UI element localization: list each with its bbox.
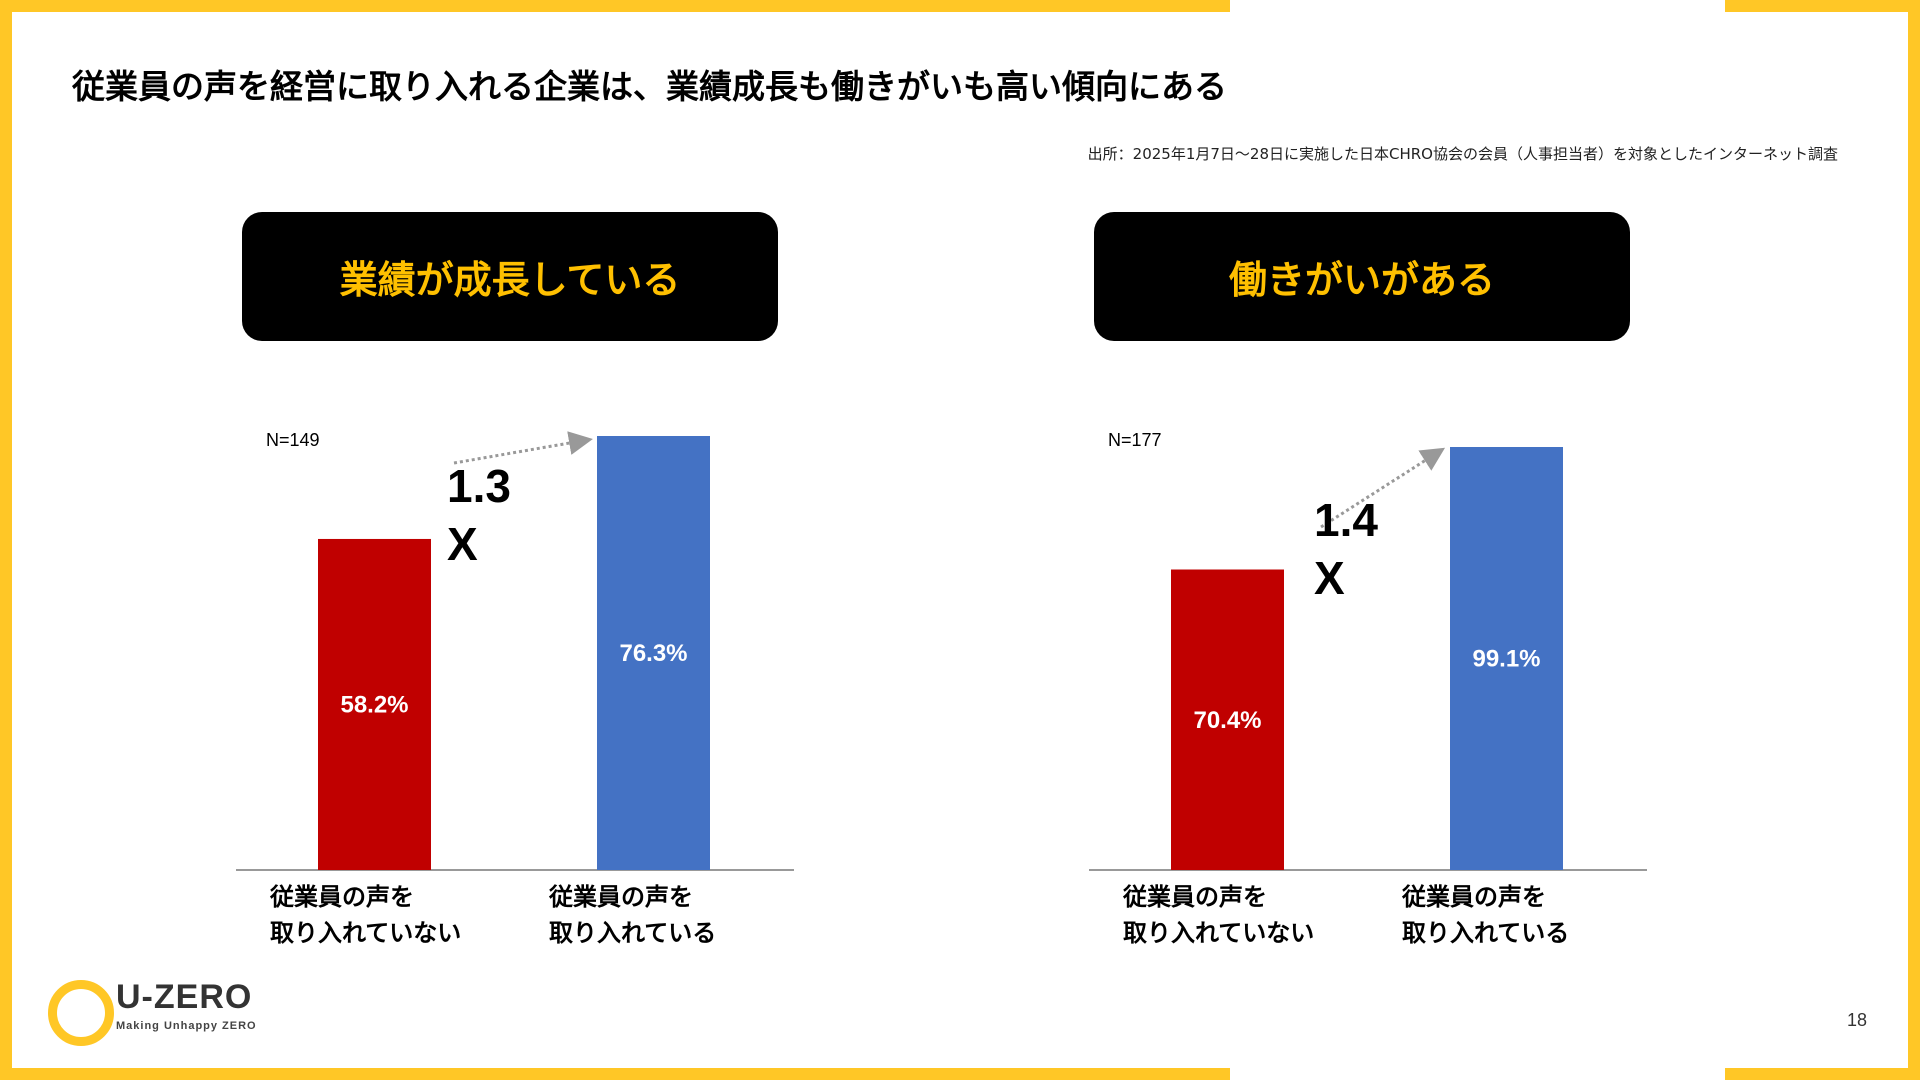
sample-size-left: N=149 [266,430,320,450]
source-note: 出所：2025年1月7日〜28日に実施した日本CHRO協会の会員（人事担当者）を… [1087,145,1838,163]
chart-header-left-label: 業績が成長している [339,258,681,302]
company-logo: U-ZERO Making Unhappy ZERO [48,978,268,1046]
ratio-label-left-1: X [447,518,478,570]
category-label-left-1-1: 取り入れている [549,919,716,947]
page-title: 従業員の声を経営に取り入れる企業は、業績成長も働きがいも高い傾向にある [72,67,1227,106]
frame-left [0,0,12,1080]
frame-bottom-left [0,1068,1230,1080]
category-label-right-1-1: 取り入れている [1402,919,1569,947]
frame-right [1908,0,1920,1080]
value-label-left-0: 58.2% [340,691,408,718]
chart-header-right: 働きがいがある [1094,212,1630,341]
bar-right-not-adopting [1171,569,1284,870]
category-label-right-1-0: 従業員の声を [1401,883,1546,911]
ratio-label-right-1: X [1314,552,1345,604]
frame-bottom-right [1725,1068,1920,1080]
bar-left-not-adopting [318,538,431,870]
logo-ring-icon [48,980,114,1046]
value-label-left-1: 76.3% [619,640,687,667]
growth-arrow-left [453,431,593,465]
ratio-label-right-0: 1.4 [1314,494,1378,546]
category-label-left-1-0: 従業員の声を [548,883,693,911]
bar-left-adopting [597,436,710,870]
category-label-left-0-0: 従業員の声を [269,883,414,911]
ratio-label-left-0: 1.3 [447,460,511,512]
page-number: 18 [1846,1010,1867,1030]
category-label-left-0-1: 取り入れていない [270,919,461,947]
frame-top-left [0,0,1230,12]
value-label-right-1: 99.1% [1472,646,1540,673]
bar-right-adopting [1450,447,1563,870]
logo-name: U-ZERO [116,978,253,1016]
logo-tagline: Making Unhappy ZERO [116,1020,257,1032]
frame-top-right [1725,0,1920,12]
category-label-right-0-0: 従業員の声を [1122,883,1267,911]
value-label-right-0: 70.4% [1193,707,1261,734]
category-label-right-0-1: 取り入れていない [1123,919,1314,947]
sample-size-right: N=177 [1108,430,1162,450]
chart-header-right-label: 働きがいがある [1228,258,1495,302]
chart-header-left: 業績が成長している [242,212,778,341]
